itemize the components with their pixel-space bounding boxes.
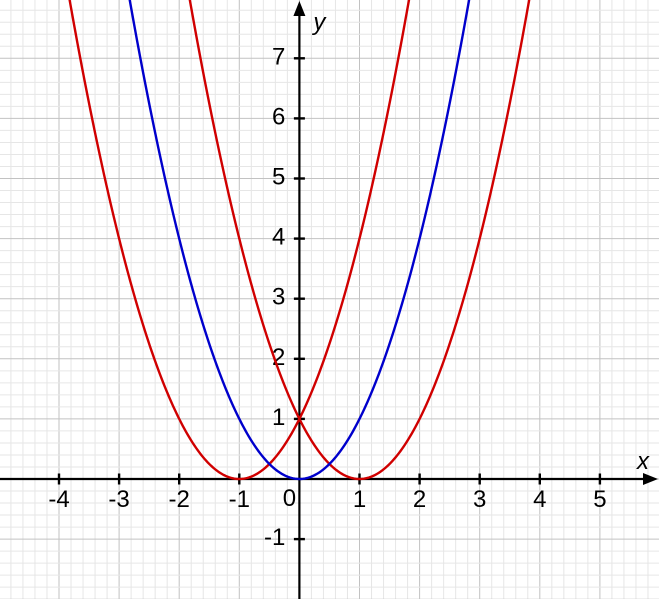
svg-text:-1: -1 xyxy=(229,486,250,513)
svg-text:4: 4 xyxy=(533,486,546,513)
svg-text:3: 3 xyxy=(272,284,285,311)
svg-text:1: 1 xyxy=(272,404,285,431)
svg-text:2: 2 xyxy=(413,486,426,513)
svg-text:0: 0 xyxy=(283,485,296,512)
svg-text:6: 6 xyxy=(272,103,285,130)
svg-text:y: y xyxy=(311,9,327,36)
svg-text:-3: -3 xyxy=(108,486,129,513)
svg-text:x: x xyxy=(636,448,650,475)
svg-text:-4: -4 xyxy=(48,486,69,513)
svg-text:-2: -2 xyxy=(169,486,190,513)
svg-text:5: 5 xyxy=(272,164,285,191)
svg-text:4: 4 xyxy=(272,224,285,251)
svg-text:5: 5 xyxy=(593,486,606,513)
svg-text:3: 3 xyxy=(473,486,486,513)
svg-text:1: 1 xyxy=(353,486,366,513)
svg-text:7: 7 xyxy=(272,43,285,70)
svg-text:-1: -1 xyxy=(264,524,285,551)
